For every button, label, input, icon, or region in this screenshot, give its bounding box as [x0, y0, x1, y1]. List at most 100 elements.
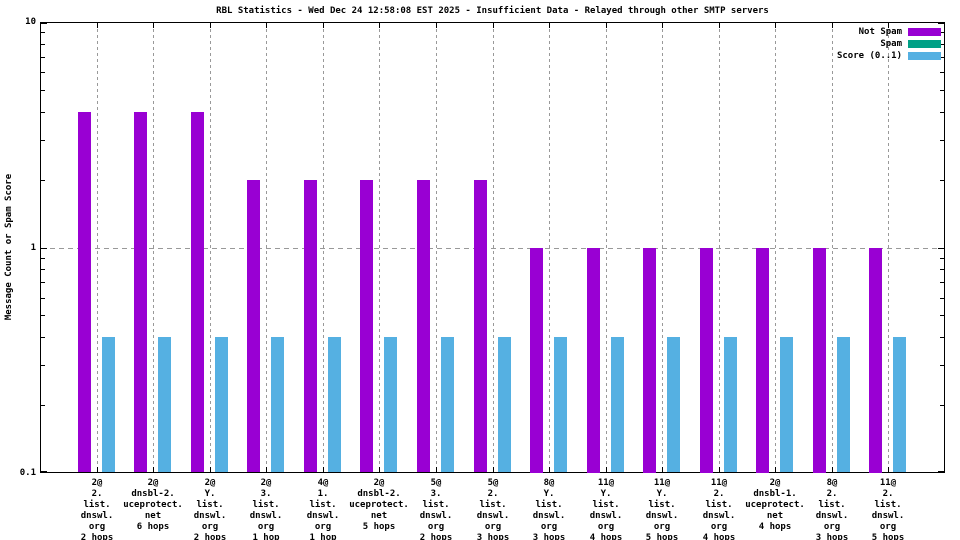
y-tick-minor-left [41, 258, 45, 259]
x-tick-label-line: 2 hops [193, 533, 227, 540]
bar-score-0-1- [724, 337, 737, 472]
x-tick-label-line: org [710, 522, 728, 532]
x-tick-label-line: 2@ [373, 478, 385, 488]
x-tick-bottom [266, 467, 267, 472]
y-tick-minor-right [940, 337, 944, 338]
grid-line-vertical [379, 23, 380, 472]
x-tick-top [379, 23, 380, 28]
x-tick-bottom [775, 467, 776, 472]
x-tick-bottom [662, 467, 663, 472]
x-tick-label-line: 3 hops [532, 533, 566, 540]
bar-not-spam [756, 248, 769, 473]
x-tick-label-line: dnswl. [532, 511, 566, 521]
x-tick-label-line: dnswl. [476, 511, 510, 521]
x-tick-label-line: dnsbl-2. [357, 489, 401, 499]
x-tick-label-line: 5 hops [645, 533, 679, 540]
x-tick-bottom [379, 467, 380, 472]
y-tick-minor-right [940, 315, 944, 316]
y-tick-label: 0.1 [19, 468, 36, 478]
x-tick-bottom [323, 467, 324, 472]
x-tick-label-line: 2@ [260, 478, 272, 488]
x-tick-label-line: 5@ [430, 478, 442, 488]
bar-not-spam [643, 248, 656, 473]
y-tick-minor-right [940, 180, 944, 181]
y-tick-minor-left [41, 405, 45, 406]
chart-title: RBL Statistics - Wed Dec 24 12:58:08 EST… [216, 6, 769, 16]
bar-score-0-1- [271, 337, 284, 472]
x-tick-label-line: 1. [317, 489, 329, 499]
x-tick-label-line: 4 hops [758, 522, 792, 532]
y-tick-major-left [41, 248, 47, 249]
x-tick-bottom [210, 467, 211, 472]
y-tick-minor-right [940, 282, 944, 283]
x-tick-label-line: 2@ [147, 478, 159, 488]
x-tick-top [493, 23, 494, 28]
grid-line-vertical [153, 23, 154, 472]
x-tick-label: 2@ dnsbl-2. uceprotect. net 5 hops [346, 478, 412, 533]
y-tick-minor-left [41, 32, 45, 33]
x-tick-label-line: 4 hops [589, 533, 623, 540]
x-tick-label-line: dnswl. [815, 511, 849, 521]
x-tick-label-line: dnswl. [193, 511, 227, 521]
bar-score-0-1- [158, 337, 171, 472]
x-tick-label-line: org [823, 522, 841, 532]
x-tick-top [153, 23, 154, 28]
x-tick-label-line: org [88, 522, 106, 532]
x-tick-label-line: 2@ [204, 478, 216, 488]
bar-not-spam [191, 112, 204, 472]
y-tick-minor-right [940, 44, 944, 45]
x-tick-label-line: dnswl. [589, 511, 623, 521]
grid-line-vertical [549, 23, 550, 472]
x-tick-label-line: uceprotect. [349, 500, 409, 510]
x-tick-top [266, 23, 267, 28]
grid-line-vertical [266, 23, 267, 472]
x-tick-top [888, 23, 889, 28]
grid-line-vertical [323, 23, 324, 472]
x-tick-top [323, 23, 324, 28]
x-tick-label: 4@ 1. list. dnswl. org 1 hop [290, 478, 356, 540]
y-tick-minor-right [940, 90, 944, 91]
grid-line-vertical [436, 23, 437, 472]
x-tick-label-line: list. [535, 500, 563, 510]
grid-line-vertical [606, 23, 607, 472]
x-tick-label-line: 5 hops [362, 522, 396, 532]
x-tick-label-line: Y. [600, 489, 612, 499]
x-tick-label-line: Y. [204, 489, 216, 499]
x-tick-label: 8@ Y. list. dnswl. org 3 hops [516, 478, 582, 540]
x-tick-label: 11@ Y. list. dnswl. org 5 hops [629, 478, 695, 540]
x-tick-bottom [436, 467, 437, 472]
x-tick-label: 2@ 2. list. dnswl. org 2 hops [64, 478, 130, 540]
x-tick-bottom [719, 467, 720, 472]
y-tick-label: 1 [30, 243, 36, 253]
x-tick-label-line: list. [83, 500, 111, 510]
bar-score-0-1- [102, 337, 115, 472]
x-tick-label-line: 3 hops [815, 533, 849, 540]
x-tick-top [549, 23, 550, 28]
x-tick-bottom [97, 467, 98, 472]
y-tick-major-left [41, 23, 47, 24]
x-tick-label-line: org [597, 522, 615, 532]
x-tick-label: 8@ 2. list. dnswl. org 3 hops [799, 478, 865, 540]
y-tick-minor-right [940, 258, 944, 259]
x-tick-label-line: list. [309, 500, 337, 510]
bar-score-0-1- [384, 337, 397, 472]
x-tick-top [97, 23, 98, 28]
x-tick-label-line: list. [422, 500, 450, 510]
x-tick-top [662, 23, 663, 28]
x-tick-label-line: 11@ [710, 478, 728, 488]
y-tick-minor-right [940, 298, 944, 299]
x-tick-label-line: 3. [260, 489, 272, 499]
y-tick-minor-right [940, 112, 944, 113]
x-tick-label-line: 2@ [769, 478, 781, 488]
bar-not-spam [78, 112, 91, 472]
x-tick-label-line: uceprotect. [123, 500, 183, 510]
x-tick-label: 5@ 3. list. dnswl. org 2 hops [403, 478, 469, 540]
grid-line-vertical [888, 23, 889, 472]
legend-label: Score (0..1) [836, 51, 902, 61]
y-tick-minor-right [940, 32, 944, 33]
x-tick-label-line: dnswl. [306, 511, 340, 521]
x-tick-label-line: 11@ [597, 478, 615, 488]
x-tick-label-line: 11@ [653, 478, 671, 488]
x-tick-label-line: 2. [713, 489, 725, 499]
bar-not-spam [587, 248, 600, 473]
